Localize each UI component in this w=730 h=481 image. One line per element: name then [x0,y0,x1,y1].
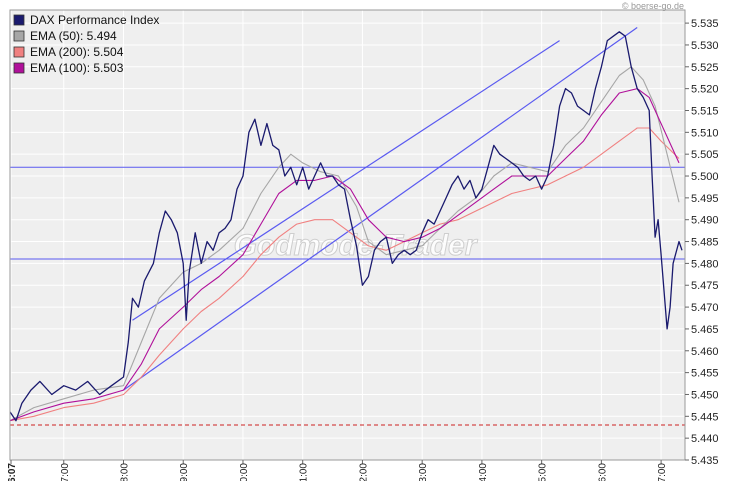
plot-background [10,10,685,460]
x-tick-label: 09:00 [179,463,190,481]
grid [10,10,685,461]
y-tick-label: 5.525 [691,62,719,74]
legend-swatch [13,62,25,74]
y-tick-label: 5.505 [691,149,719,161]
y-axis: 5.435 5.440 5.445 5.450 5.455 5.460 5.465 5.470… [685,18,719,467]
y-tick-label: 5.515 [691,105,719,117]
upper-channel-line [132,40,560,321]
y-tick-label: 5.500 [691,171,719,183]
series-line-ema-50 [9,66,680,422]
x-tick-label: 06:07 [7,463,18,481]
y-tick-label: 5.495 [691,193,719,205]
trendlines [123,26,638,391]
y-tick-label: 5.480 [691,258,719,270]
x-tick-label: 16:00 [597,463,608,481]
plot-border [9,9,686,461]
y-tick-label: 5.440 [691,433,719,445]
y-tick-label: 5.510 [691,127,719,139]
credit-text: © boerse-go.de [622,1,684,11]
legend-swatch [13,14,25,26]
y-tick-label: 5.535 [691,18,719,30]
legend-label: EMA (50): 5.494 [30,29,117,43]
series-line-dax-performance-index [9,31,683,422]
x-tick-label: 14:00 [478,463,489,481]
y-tick-label: 5.530 [691,40,719,52]
x-tick-label: 17:00 [657,463,668,481]
x-tick-label: 15:00 [538,463,549,481]
x-tick-label: 10:00 [239,463,250,481]
x-tick-label: 13:00 [418,463,429,481]
y-tick-label: 5.475 [691,280,719,292]
y-tick-label: 5.490 [691,215,719,227]
y-tick-label: 5.520 [691,84,719,96]
legend-label: EMA (200): 5.504 [30,45,124,59]
x-tick-label: 12:00 [358,463,369,481]
series-lines [9,31,683,422]
y-tick-label: 5.445 [691,411,719,423]
x-axis: 06:07 07:00 08:00 09:00 10:00 11:00 12:00 13:00… [7,460,668,481]
y-tick-label: 5.435 [691,455,719,467]
y-tick-label: 5.465 [691,324,719,336]
legend-swatch [13,30,25,42]
lower-channel-line [123,26,638,391]
y-tick-label: 5.450 [691,389,719,401]
y-tick-label: 5.470 [691,302,719,314]
y-tick-label: 5.460 [691,346,719,358]
horizontal-lines [10,166,685,426]
watermark: Godmode-Trader [234,229,479,262]
legend-label: EMA (100): 5.503 [30,61,124,75]
x-tick-label: 08:00 [119,463,130,481]
x-tick-label: 07:00 [60,463,71,481]
legend-label: DAX Performance Index [30,13,159,27]
x-tick-label: 11:00 [299,463,310,481]
y-tick-label: 5.485 [691,237,719,249]
series-line-ema-100 [9,88,680,422]
legend: DAX Performance Index EMA (50): 5.494 EMA … [13,13,159,75]
y-tick-label: 5.455 [691,368,719,380]
legend-swatch [13,46,25,58]
